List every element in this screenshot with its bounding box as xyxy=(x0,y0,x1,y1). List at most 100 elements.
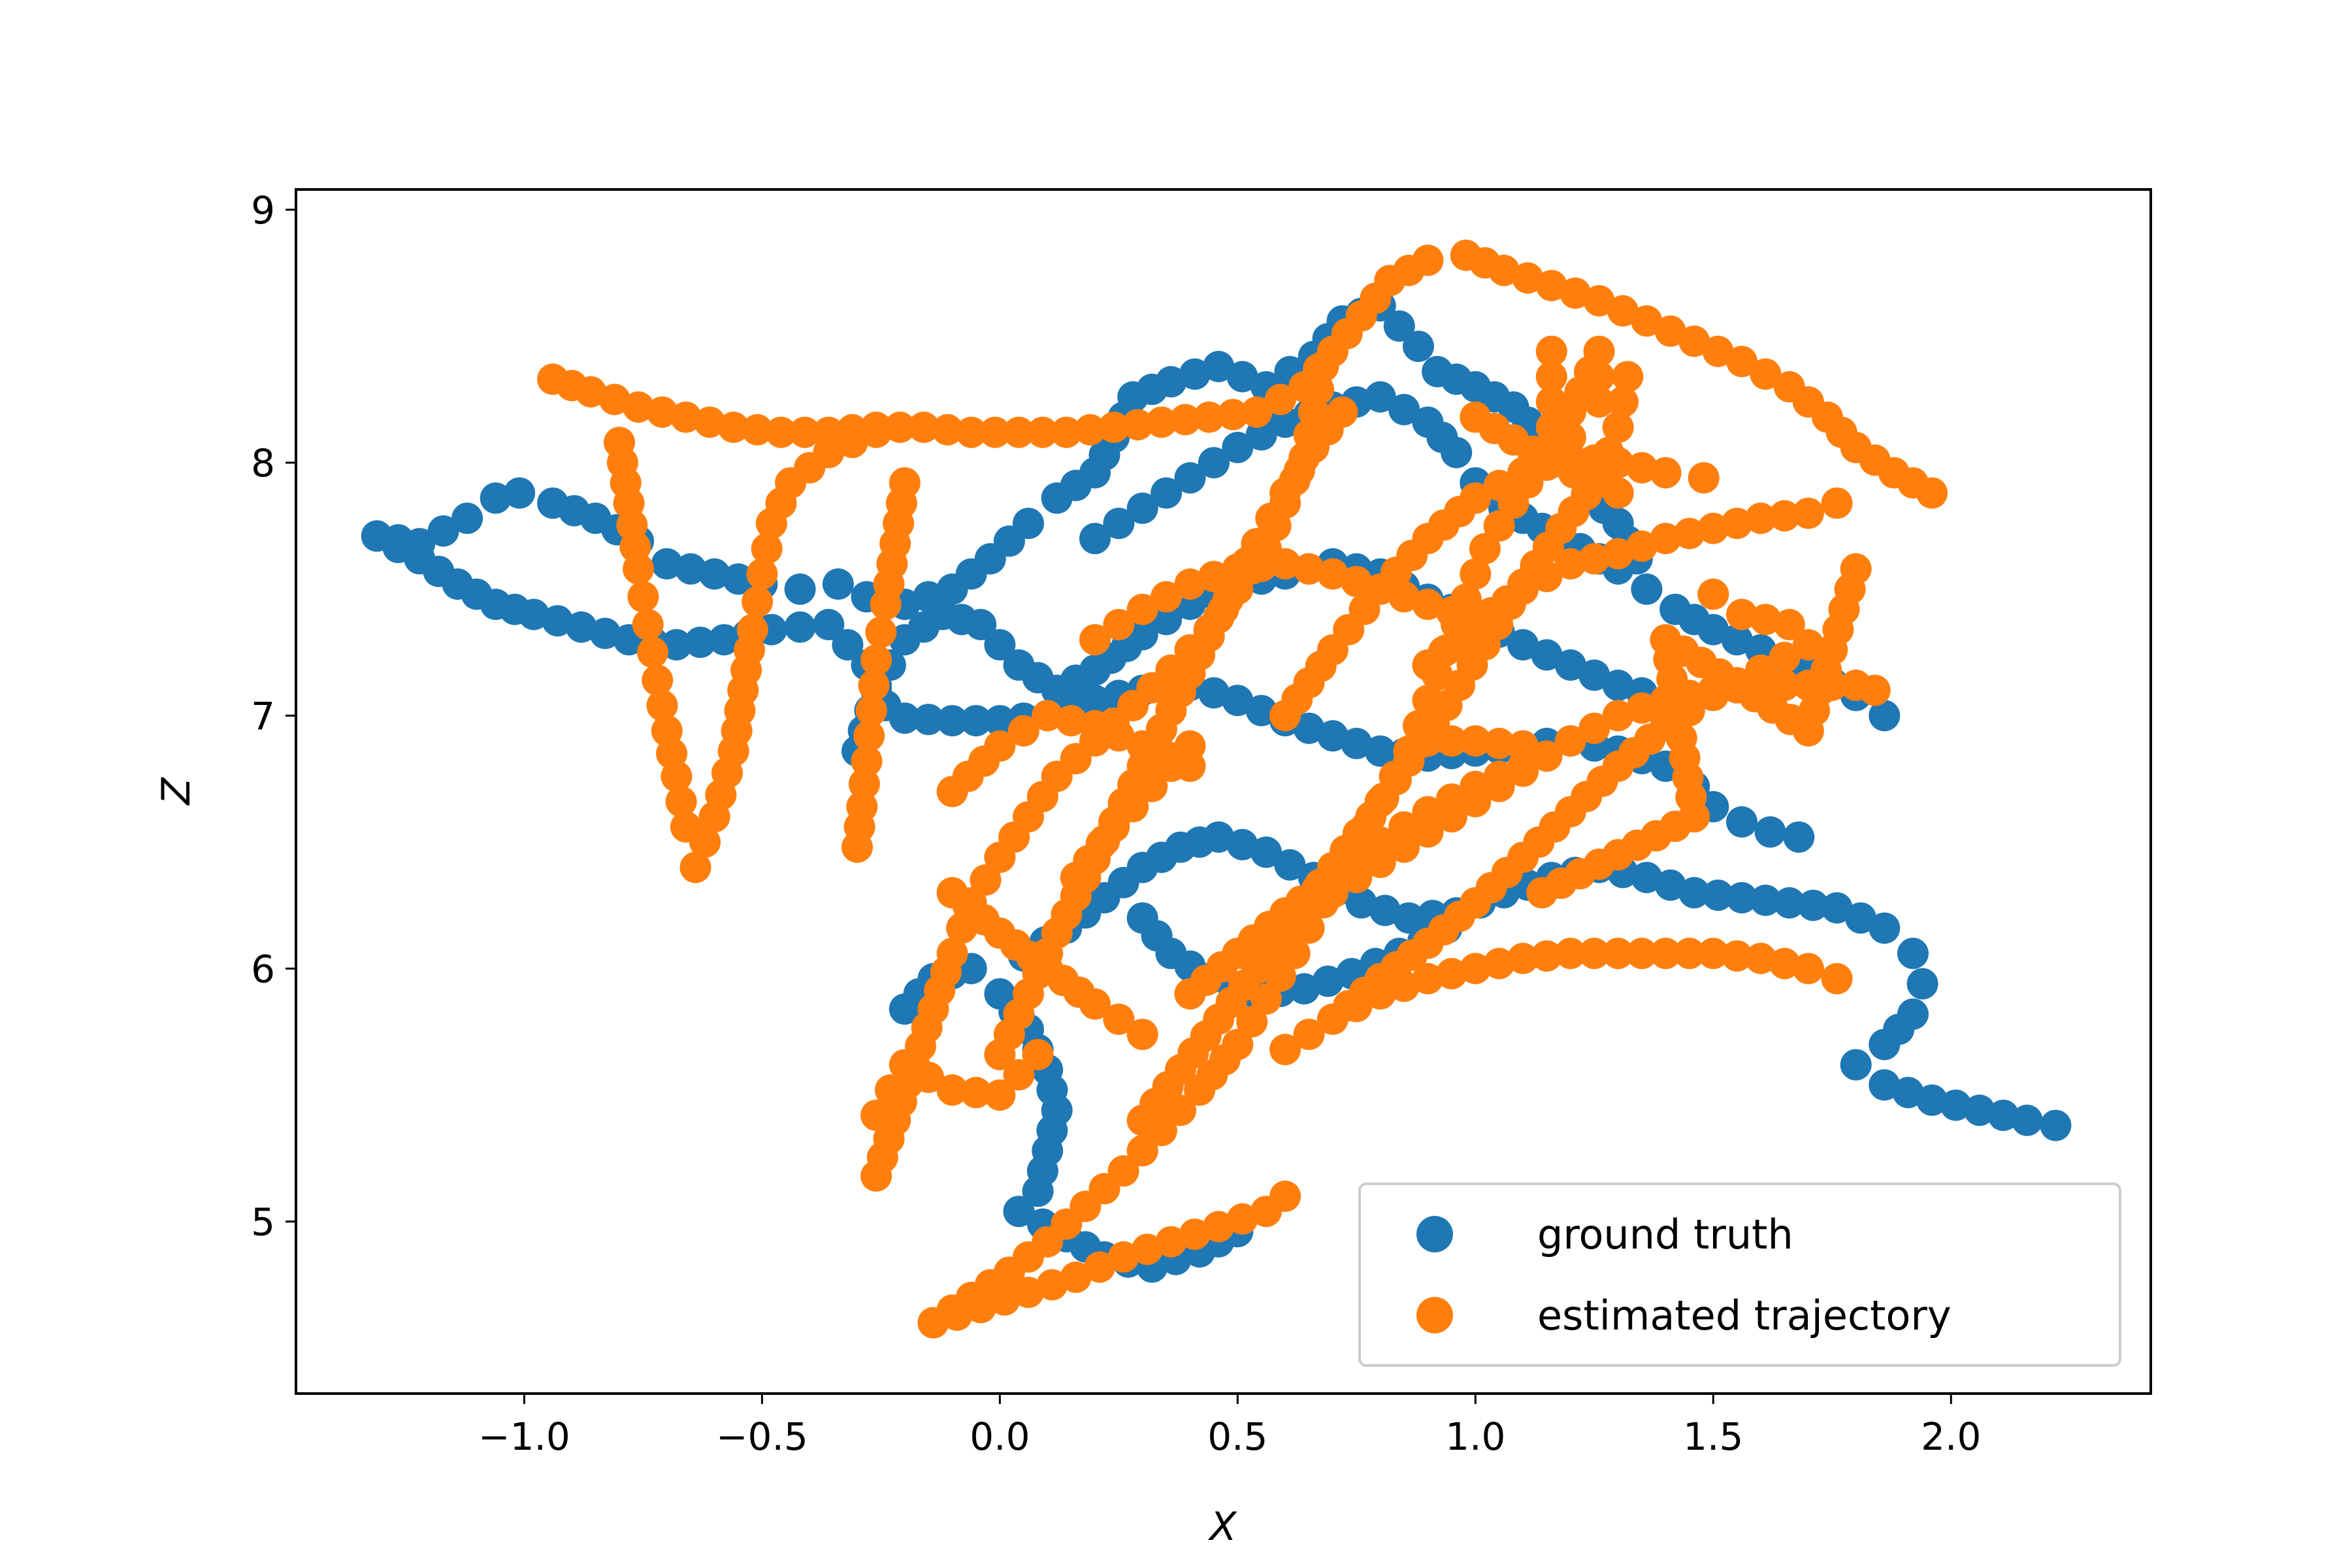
data-point xyxy=(1916,477,1948,509)
y-tick-label: 8 xyxy=(251,441,275,485)
data-point xyxy=(865,616,897,648)
data-point xyxy=(1754,816,1786,848)
data-point xyxy=(1203,821,1235,853)
data-point xyxy=(1341,990,1373,1022)
data-point xyxy=(1626,451,1658,483)
data-point xyxy=(1155,1226,1187,1258)
data-point xyxy=(589,617,621,649)
data-point xyxy=(1721,624,1753,656)
data-point xyxy=(1013,1277,1044,1309)
data-point xyxy=(858,669,890,701)
data-point xyxy=(1003,1196,1035,1228)
data-point xyxy=(1226,828,1258,860)
data-point xyxy=(1892,1077,1924,1109)
x-tick-label: −0.5 xyxy=(716,1414,808,1459)
data-point xyxy=(1697,512,1729,544)
legend-box xyxy=(1358,1183,2121,1367)
data-point xyxy=(1222,553,1254,585)
data-point xyxy=(627,581,659,613)
data-point xyxy=(1074,414,1106,446)
data-point xyxy=(913,1062,945,1093)
data-point xyxy=(1535,335,1567,367)
data-point xyxy=(1678,325,1710,357)
data-point xyxy=(1117,791,1149,823)
data-point xyxy=(1245,550,1277,582)
data-point xyxy=(742,414,774,446)
data-point xyxy=(836,427,868,459)
data-point xyxy=(1673,938,1705,970)
data-point xyxy=(1650,457,1682,489)
data-point xyxy=(789,416,821,448)
data-point xyxy=(1435,783,1467,815)
data-point xyxy=(1003,1059,1035,1091)
data-point xyxy=(518,598,549,630)
data-point xyxy=(784,573,816,605)
data-point xyxy=(1626,692,1658,724)
data-point xyxy=(1650,938,1682,970)
data-point xyxy=(979,416,1011,448)
data-point xyxy=(1607,295,1639,327)
data-point xyxy=(646,396,678,428)
data-point xyxy=(1193,401,1225,433)
data-point xyxy=(1269,1181,1301,1212)
data-point xyxy=(907,412,939,443)
legend: ground truth estimated trajectory xyxy=(1358,1183,2121,1367)
data-point xyxy=(651,548,683,580)
data-point xyxy=(1222,1028,1254,1060)
data-point xyxy=(1226,361,1258,393)
data-point xyxy=(1103,720,1135,752)
data-point xyxy=(598,384,630,416)
data-point xyxy=(1103,508,1135,540)
data-point xyxy=(1032,700,1064,732)
data-point xyxy=(637,636,668,668)
data-point xyxy=(1107,1155,1139,1187)
data-point xyxy=(1460,725,1492,757)
data-point xyxy=(1388,970,1420,1002)
data-point xyxy=(1688,462,1720,494)
data-point xyxy=(1264,384,1296,416)
data-point xyxy=(1174,568,1206,600)
data-point xyxy=(889,702,921,734)
data-point xyxy=(1535,270,1567,302)
data-point xyxy=(855,694,887,727)
data-point xyxy=(1773,887,1805,919)
data-point xyxy=(646,689,678,721)
data-point xyxy=(1079,523,1111,555)
data-point xyxy=(860,1100,892,1132)
data-point xyxy=(1412,725,1444,757)
data-point xyxy=(1797,889,1829,921)
data-point xyxy=(1250,836,1282,868)
data-point xyxy=(1631,305,1663,337)
data-point xyxy=(1897,938,1929,970)
data-point xyxy=(1316,1004,1348,1035)
data-point xyxy=(1916,1084,1948,1116)
data-point xyxy=(504,477,536,509)
data-point xyxy=(1293,712,1325,744)
data-point xyxy=(765,416,797,448)
data-point xyxy=(1179,1218,1211,1250)
data-point xyxy=(661,760,693,792)
data-point xyxy=(1226,1203,1258,1235)
data-point xyxy=(1383,310,1415,342)
data-point xyxy=(1274,849,1306,881)
data-point xyxy=(1460,604,1492,636)
data-point xyxy=(1079,710,1111,742)
x-tick-label: 0.0 xyxy=(970,1414,1030,1459)
data-point xyxy=(1654,869,1686,901)
data-point xyxy=(1132,1233,1163,1266)
data-point xyxy=(1174,730,1206,762)
data-point xyxy=(1060,1261,1092,1293)
data-point xyxy=(1084,1251,1116,1283)
data-point xyxy=(1773,609,1805,640)
data-point xyxy=(1241,396,1273,428)
data-point xyxy=(642,664,674,696)
data-point xyxy=(1151,604,1183,636)
data-point xyxy=(1364,826,1396,858)
legend-marker-ground-truth xyxy=(1416,1216,1453,1252)
data-point xyxy=(960,705,992,737)
data-point xyxy=(1007,715,1039,747)
data-point xyxy=(1222,685,1254,717)
data-point xyxy=(1388,581,1420,613)
data-point xyxy=(1136,770,1168,802)
